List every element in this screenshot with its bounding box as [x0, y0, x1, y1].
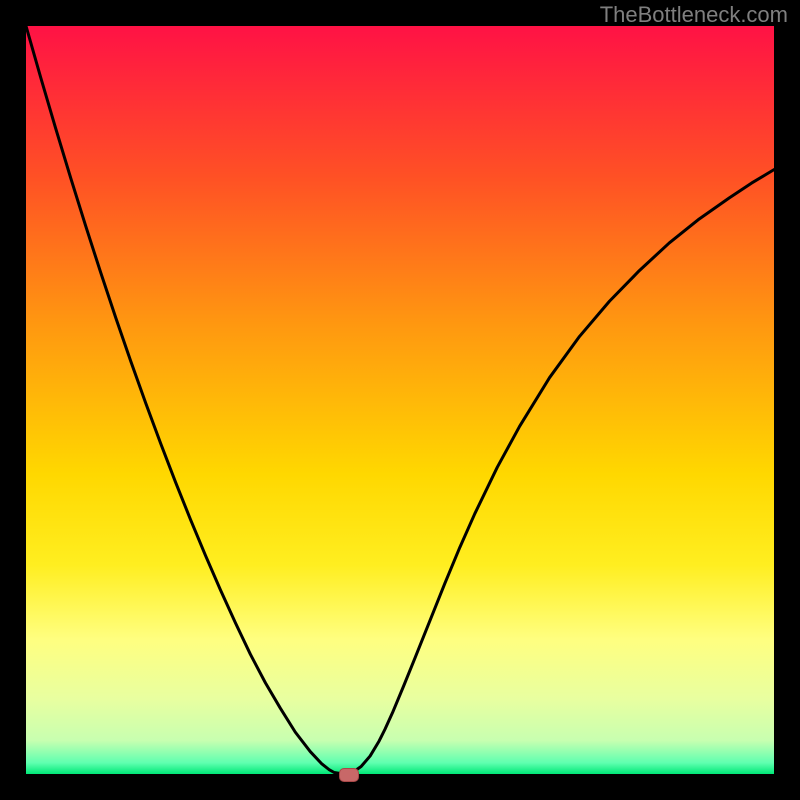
watermark-text: TheBottleneck.com: [600, 2, 788, 28]
current-position-marker: [339, 768, 359, 782]
chart-stage: TheBottleneck.com: [0, 0, 800, 800]
plot-background: [26, 26, 774, 774]
